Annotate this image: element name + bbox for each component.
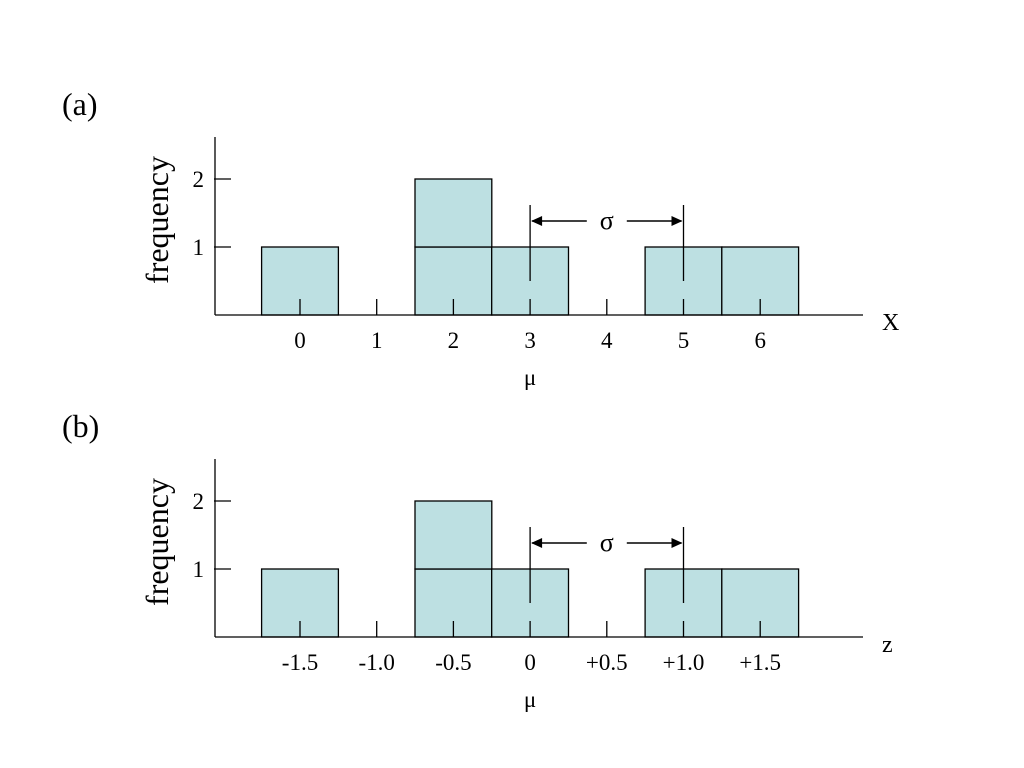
- x-tick-label: 5: [678, 328, 690, 353]
- y-axis-label: frequency: [139, 478, 175, 606]
- x-tick-label: 0: [524, 650, 536, 675]
- panel-label: (b): [62, 408, 99, 444]
- sigma-arrowhead-right: [671, 538, 683, 548]
- x-tick-label: +1.5: [739, 650, 781, 675]
- x-axis-label: z: [882, 632, 893, 658]
- x-tick-label: -1.5: [282, 650, 318, 675]
- x-tick-label: -1.0: [358, 650, 394, 675]
- panel-label: (a): [62, 86, 98, 122]
- sigma-label: σ: [600, 206, 614, 235]
- y-axis-label: frequency: [139, 156, 175, 284]
- bar: [414, 178, 493, 248]
- x-tick-label: 3: [524, 328, 536, 353]
- sigma-arrowhead-right: [671, 216, 683, 226]
- y-tick-label: 1: [193, 557, 205, 582]
- bar: [414, 500, 493, 570]
- x-tick-label: 1: [371, 328, 383, 353]
- chart-panel-b: (b) 1 2 -1.5 -1.0 -0.5 0 +0.5 +1.0 +1.5 z frequency…: [62, 408, 893, 712]
- sigma-arrowhead-left: [531, 216, 543, 226]
- sigma-label: σ: [600, 528, 614, 557]
- x-tick-label: 2: [448, 328, 460, 353]
- x-tick-label: 0: [294, 328, 306, 353]
- y-tick-label: 2: [193, 167, 205, 192]
- x-tick-label: +0.5: [586, 650, 628, 675]
- mean-label: μ: [524, 365, 536, 390]
- x-axis-label: X: [882, 310, 899, 336]
- x-tick-label: -0.5: [435, 650, 471, 675]
- y-tick-label: 1: [193, 235, 205, 260]
- x-tick-label: 4: [601, 328, 613, 353]
- mean-label: μ: [524, 687, 536, 712]
- x-tick-label: 6: [754, 328, 766, 353]
- y-tick-label: 2: [193, 489, 205, 514]
- x-tick-label: +1.0: [663, 650, 705, 675]
- sigma-arrowhead-left: [531, 538, 543, 548]
